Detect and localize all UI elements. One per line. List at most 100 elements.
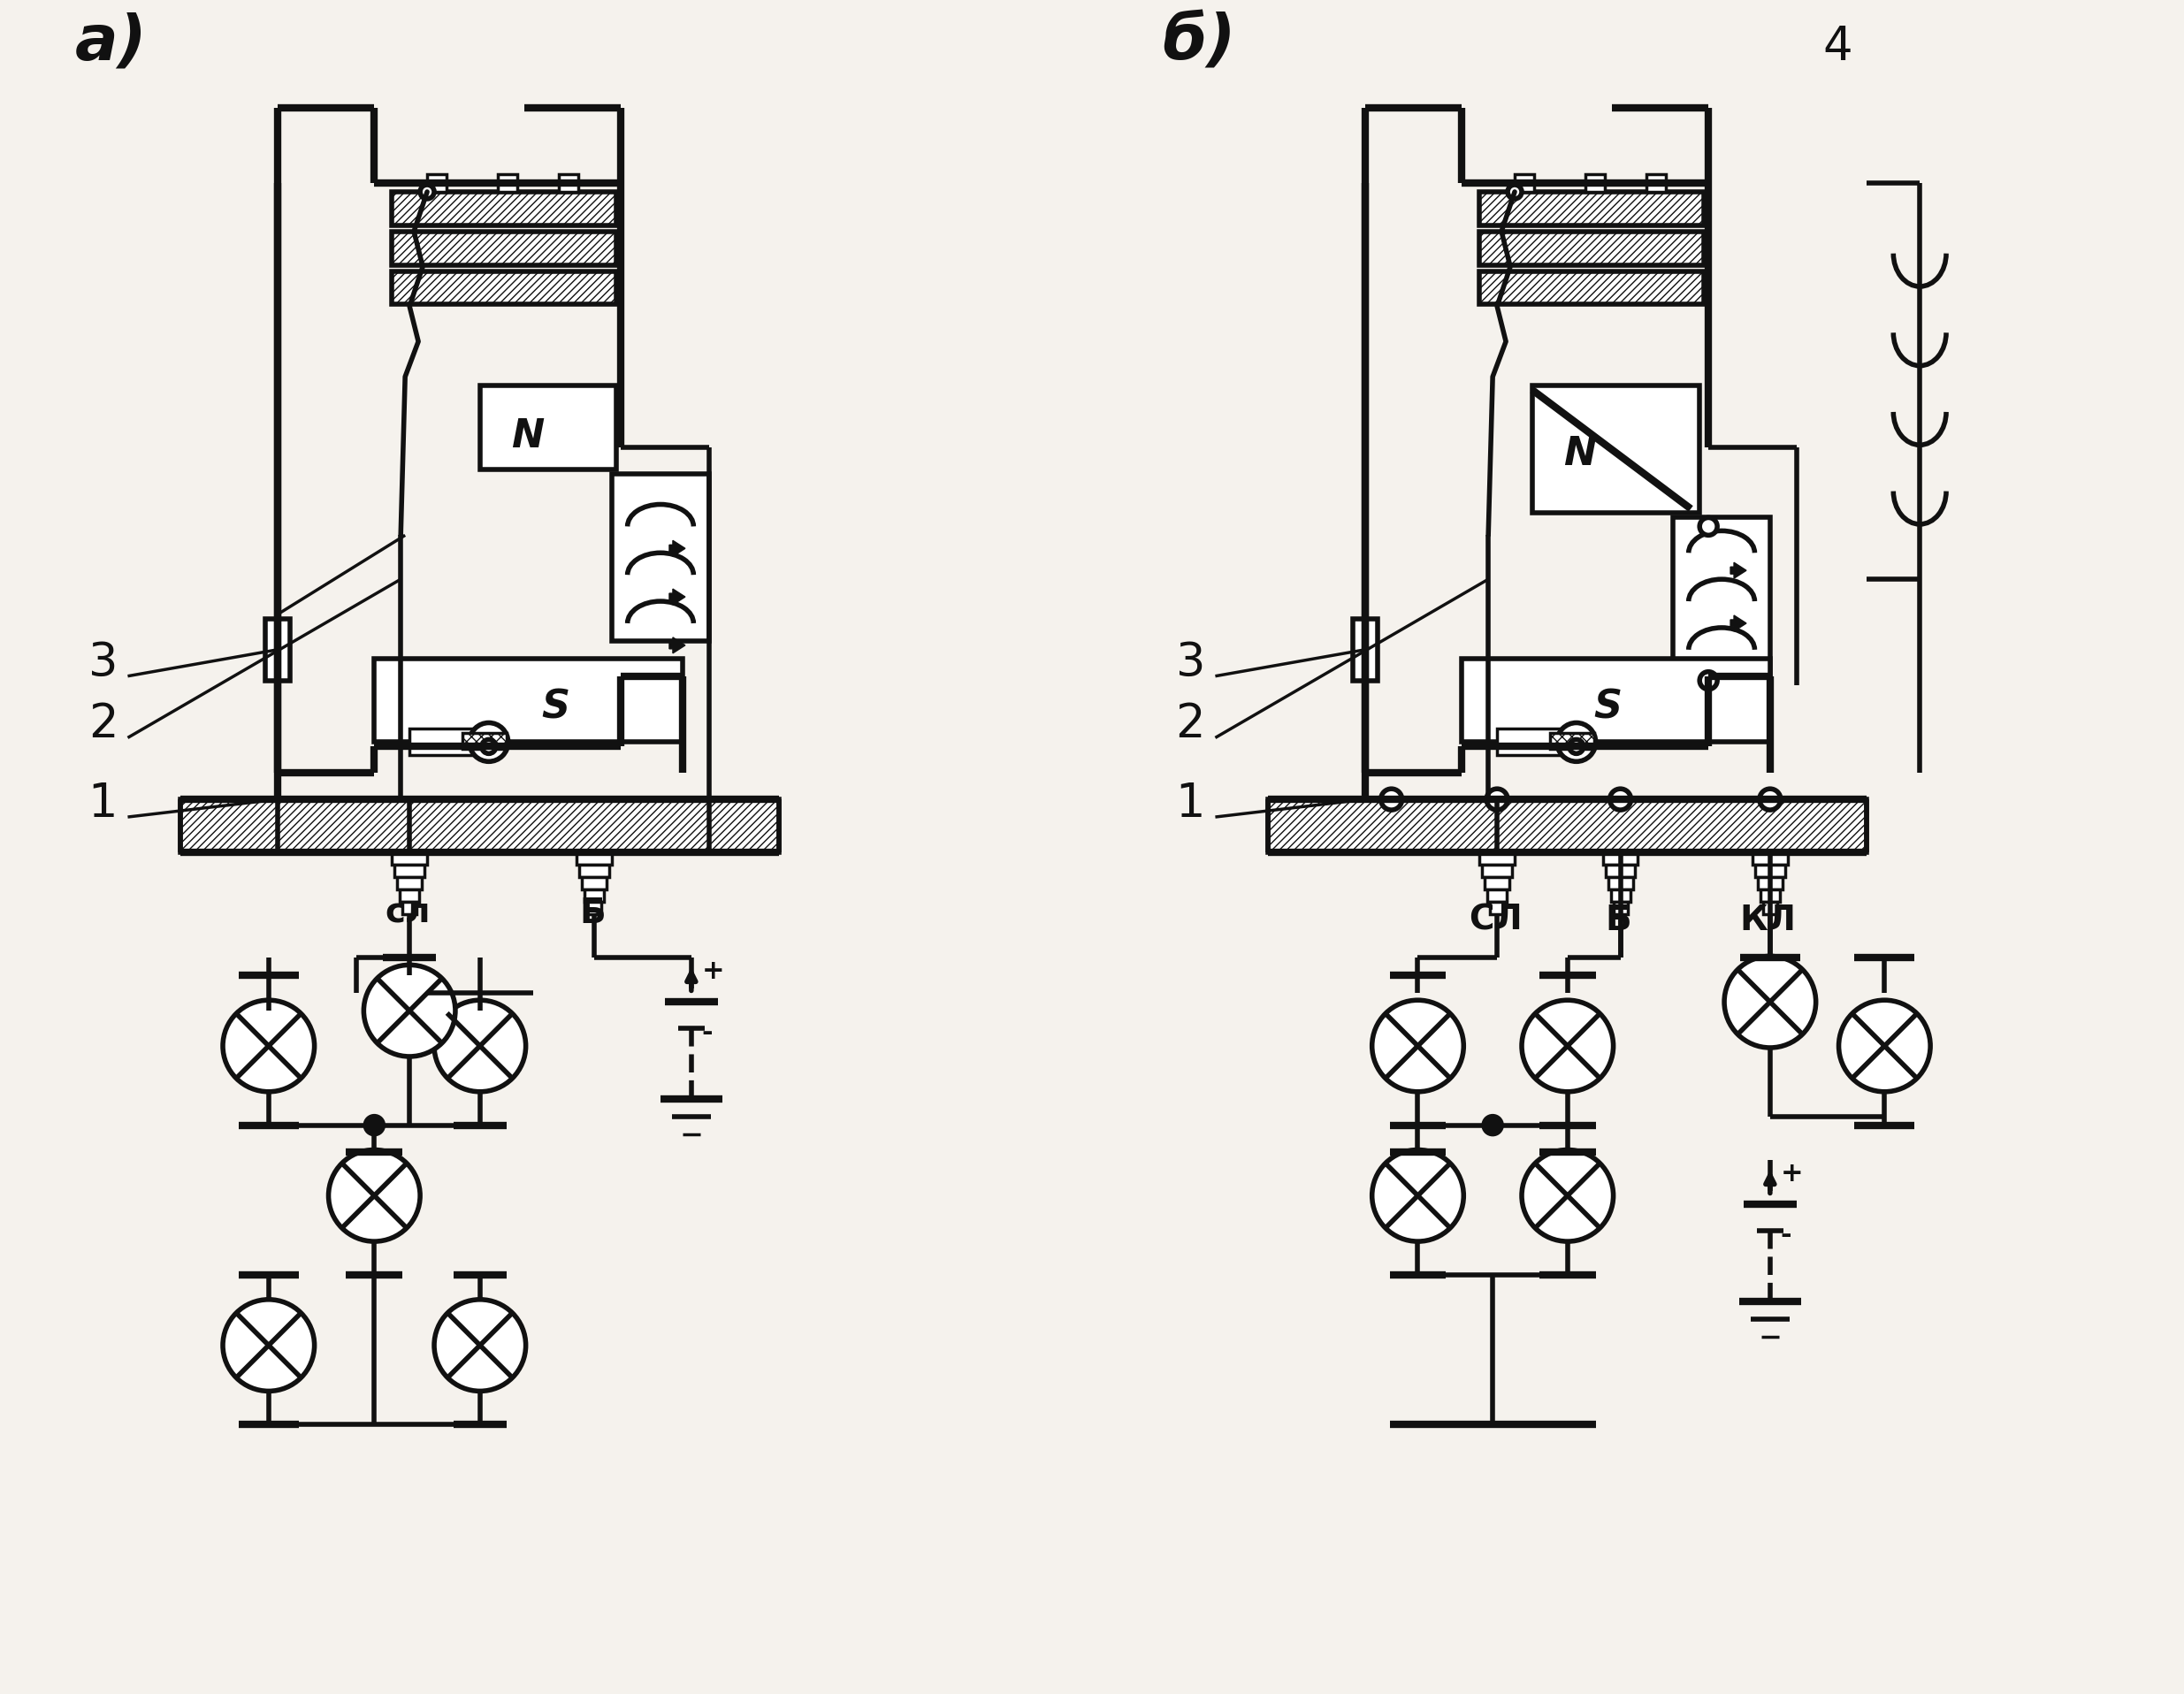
- Circle shape: [223, 999, 314, 1091]
- Circle shape: [1760, 789, 1780, 810]
- Text: Б: Б: [1605, 903, 1631, 937]
- Circle shape: [1372, 999, 1463, 1091]
- Bar: [1605, 864, 1636, 877]
- Bar: [1487, 889, 1507, 901]
- Text: N: N: [511, 417, 544, 456]
- Bar: [1479, 271, 1704, 305]
- Bar: [1551, 734, 1594, 749]
- Circle shape: [1570, 740, 1583, 754]
- Text: КЛ: КЛ: [1741, 903, 1797, 937]
- Circle shape: [1380, 789, 1402, 810]
- Bar: [1516, 174, 1533, 191]
- Bar: [1461, 659, 1769, 742]
- Text: 4: 4: [1824, 24, 1852, 69]
- Bar: [1485, 877, 1509, 889]
- Bar: [585, 889, 605, 901]
- Circle shape: [1699, 518, 1717, 535]
- Bar: [587, 901, 601, 913]
- Bar: [1489, 901, 1505, 913]
- Circle shape: [223, 1299, 314, 1391]
- Bar: [559, 174, 579, 191]
- Text: 1: 1: [87, 781, 118, 827]
- FancyArrow shape: [668, 590, 686, 605]
- Bar: [391, 271, 616, 305]
- Circle shape: [1487, 789, 1507, 810]
- Circle shape: [1557, 723, 1597, 762]
- Bar: [1586, 174, 1605, 191]
- Circle shape: [1839, 999, 1931, 1091]
- Bar: [402, 901, 417, 913]
- Circle shape: [1507, 185, 1522, 198]
- Bar: [1496, 728, 1568, 756]
- Bar: [1647, 174, 1666, 191]
- Bar: [577, 852, 612, 864]
- FancyArrow shape: [668, 540, 686, 556]
- Bar: [391, 191, 616, 225]
- Bar: [612, 474, 710, 640]
- Text: б): б): [1162, 12, 1236, 73]
- Bar: [1760, 889, 1780, 901]
- Text: СЛ: СЛ: [1468, 903, 1522, 937]
- Circle shape: [1522, 1150, 1614, 1242]
- Text: S: S: [1594, 688, 1623, 727]
- Circle shape: [1699, 673, 1717, 689]
- Bar: [498, 174, 518, 191]
- Bar: [181, 800, 780, 852]
- Bar: [1756, 864, 1784, 877]
- Text: 3: 3: [87, 640, 118, 686]
- Bar: [395, 864, 424, 877]
- Circle shape: [1610, 789, 1631, 810]
- Bar: [1269, 800, 1867, 852]
- Bar: [1762, 901, 1778, 913]
- FancyArrow shape: [1730, 562, 1747, 578]
- Circle shape: [1522, 999, 1614, 1091]
- Bar: [463, 734, 507, 749]
- Circle shape: [435, 1299, 526, 1391]
- Text: 1: 1: [1175, 781, 1206, 827]
- Bar: [428, 174, 446, 191]
- Bar: [1479, 232, 1704, 264]
- Bar: [583, 877, 607, 889]
- Circle shape: [419, 185, 435, 198]
- Bar: [1673, 518, 1769, 684]
- Text: 2: 2: [87, 701, 118, 747]
- Circle shape: [328, 1150, 419, 1242]
- Circle shape: [365, 966, 454, 1057]
- Circle shape: [1372, 1150, 1463, 1242]
- Text: +: +: [1780, 1160, 1804, 1186]
- Circle shape: [470, 723, 509, 762]
- Bar: [1533, 386, 1699, 513]
- FancyArrow shape: [1730, 615, 1747, 632]
- Text: 3: 3: [1175, 640, 1206, 686]
- Text: S: S: [542, 688, 570, 727]
- Text: сл: сл: [384, 896, 430, 930]
- Bar: [391, 852, 428, 864]
- Text: -: -: [1780, 1223, 1791, 1248]
- Text: N: N: [1564, 435, 1597, 473]
- FancyArrow shape: [1730, 664, 1747, 679]
- Bar: [400, 889, 419, 901]
- Bar: [1483, 864, 1511, 877]
- Bar: [1479, 191, 1704, 225]
- Bar: [1758, 877, 1782, 889]
- Bar: [264, 618, 290, 681]
- Circle shape: [483, 740, 496, 754]
- Circle shape: [365, 1116, 382, 1133]
- Bar: [373, 659, 684, 742]
- Text: -: -: [701, 1020, 712, 1045]
- Text: +: +: [701, 959, 725, 984]
- Bar: [1607, 877, 1634, 889]
- Text: 2: 2: [1175, 701, 1206, 747]
- Text: a): a): [74, 12, 146, 73]
- Circle shape: [435, 999, 526, 1091]
- Bar: [480, 386, 616, 469]
- Bar: [1614, 901, 1627, 913]
- Bar: [1352, 618, 1378, 681]
- Bar: [397, 877, 422, 889]
- Bar: [1610, 889, 1629, 901]
- Bar: [1603, 852, 1638, 864]
- Bar: [1752, 852, 1789, 864]
- Bar: [411, 728, 480, 756]
- Bar: [391, 232, 616, 264]
- FancyArrow shape: [668, 637, 686, 654]
